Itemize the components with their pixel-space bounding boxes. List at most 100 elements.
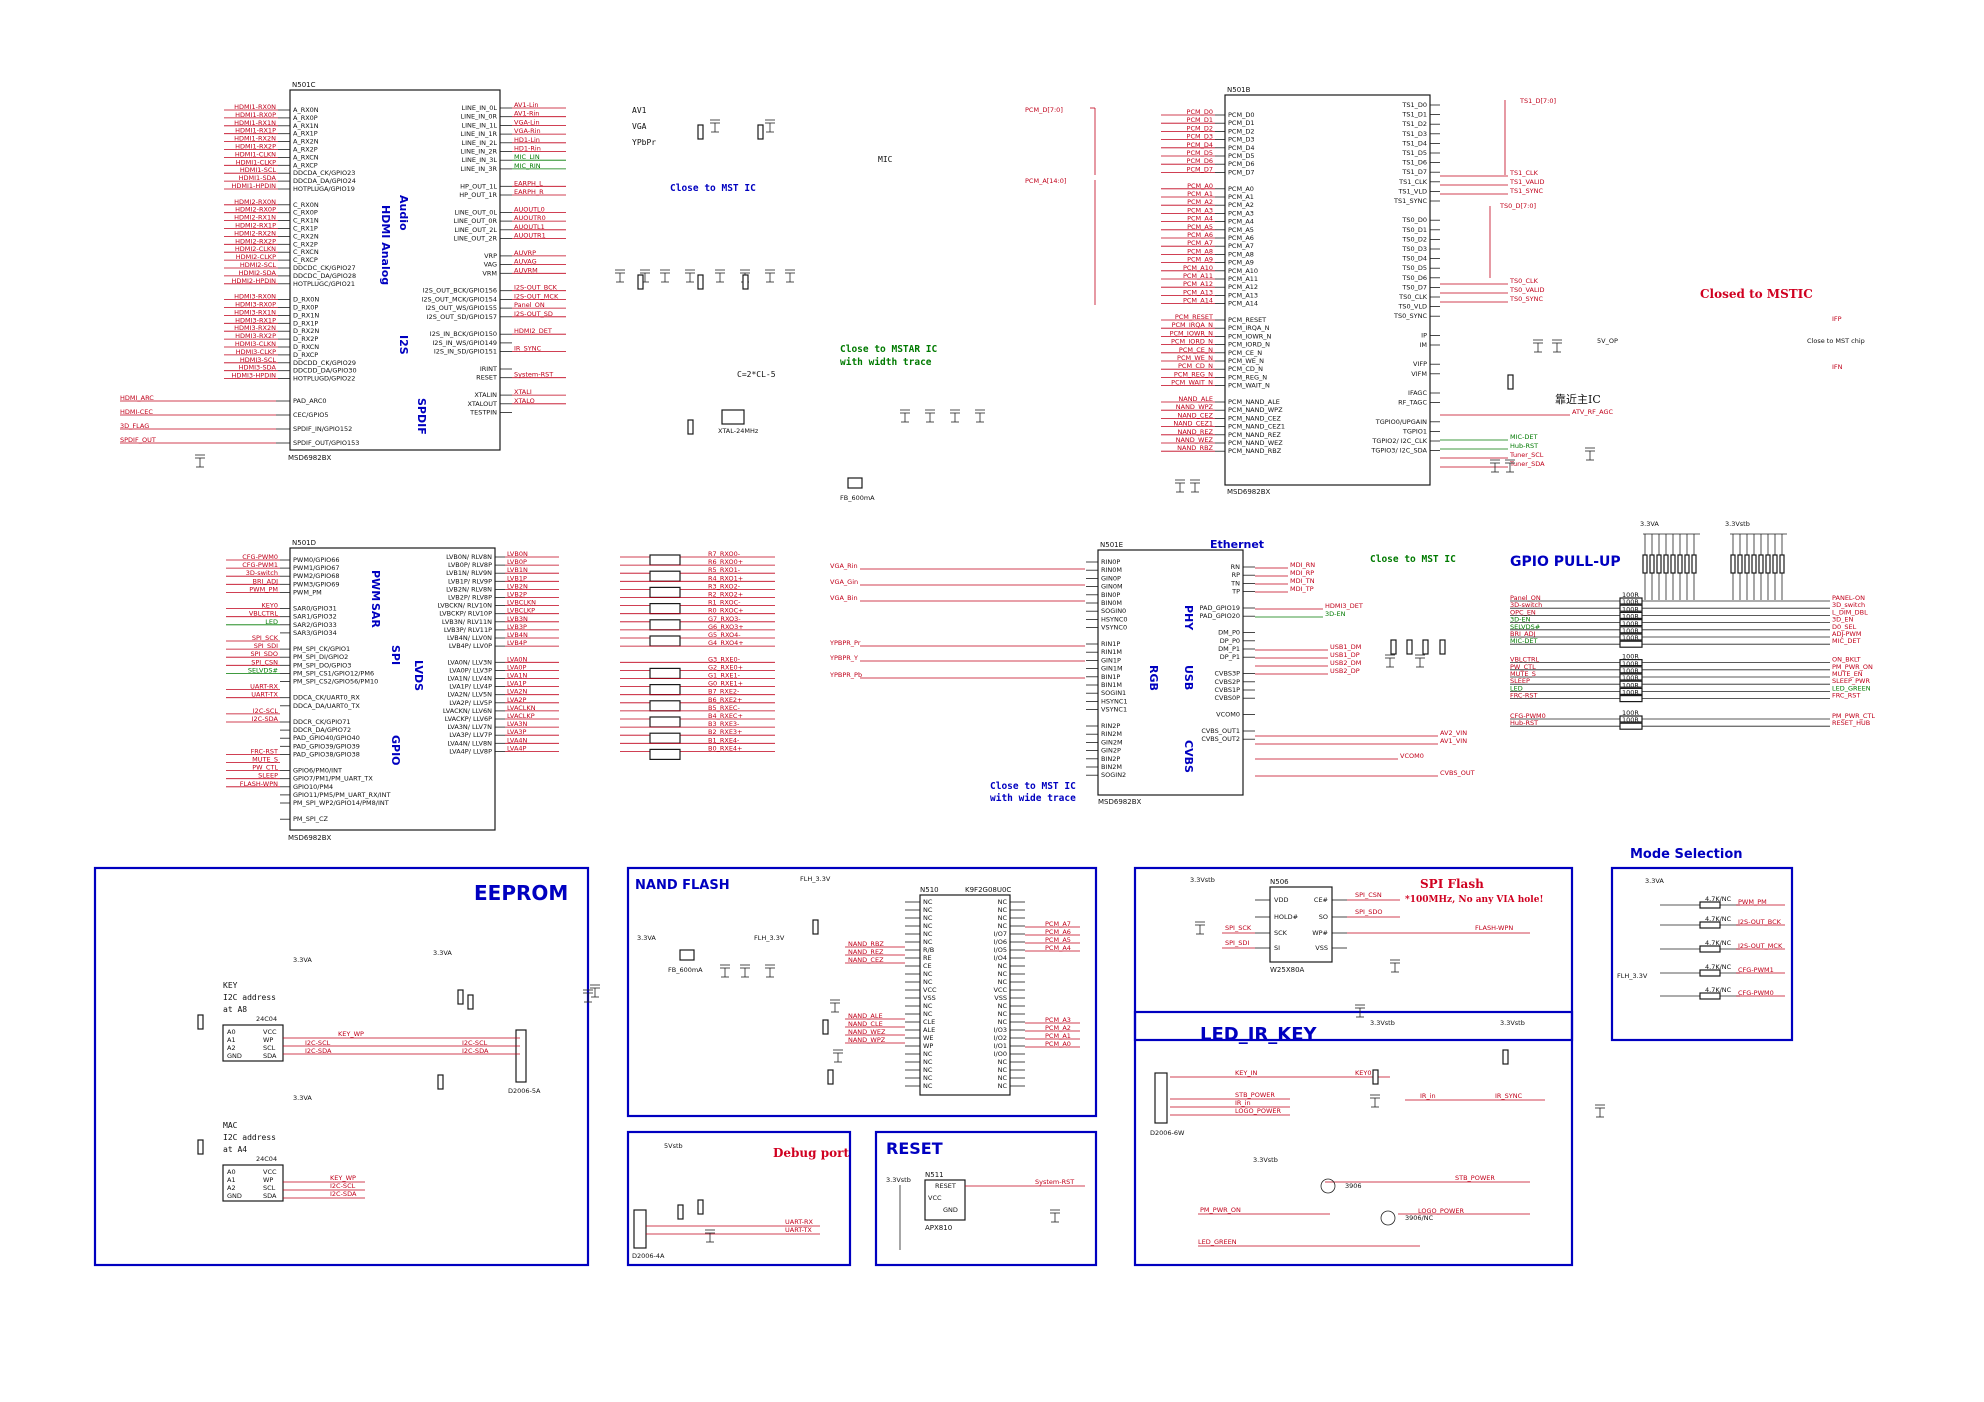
chip-n501c-ref: N501C [292, 81, 316, 89]
nand-net-pcm-a5: PCM_A5 [1045, 936, 1071, 944]
gpio-out-mute-en-10: MUTE_EN [1832, 670, 1863, 678]
n501e-right-pin-15: CVBS1P [1214, 686, 1240, 694]
n501b-left-net-pcm-iord-n-28: PCM_IORD_N [1171, 338, 1213, 346]
n501b-right-pin-17: TS0_D5 [1401, 264, 1427, 272]
n501b-left-net-pcm-a9-18: PCM_A9 [1187, 256, 1213, 264]
gpio-pullup-res-13 [1765, 554, 1771, 574]
n501c-left-pin-32: DDCDD_CK/GPIO29 [293, 359, 356, 367]
mode-vcc-2: FLH_3.3V [1617, 972, 1648, 980]
lvds-rx-net-r6-rxo0: R6_RXO0+ [708, 558, 743, 566]
eeprom1-body [222, 1024, 284, 1062]
n501b-right-pin-0: TS1_D0 [1401, 101, 1427, 109]
n501d-right-pin-13: LVA0N/ LLV3N [447, 658, 492, 666]
res-v-4 [742, 274, 749, 290]
n501c-bottom-pin-2: SPDIF_IN/GPIO152 [293, 425, 352, 433]
n501d-left-pin-13: PM_SPI_DO/GPIO3 [293, 661, 351, 669]
n501e-in-net-ypbpr-y: YPBPR_Y [829, 654, 858, 662]
n501e-in-net-vga-gin: VGA_Gin [830, 578, 858, 586]
n501b-left-net-nand-cez1-38: NAND_CEZ1 [1173, 420, 1213, 428]
n501d-right-pin-5: LVB2P/ RLV8P [448, 594, 492, 602]
res-v-14 [197, 1014, 204, 1030]
lvds-rx-nets: R7_RXO0-R6_RXO0+R5_RXO1-R4_RXO1+R3_RXO2-… [620, 550, 775, 761]
nand-title: NAND FLASH [635, 878, 730, 893]
n501d-right-net-lva3p-22: LVA3P [507, 728, 527, 736]
n501c-right-net-auoutr1-15: AUOUTR1 [514, 232, 546, 240]
n501e-left-pin-22: GIN2M [1101, 738, 1123, 746]
res-v-3 [697, 274, 704, 290]
n501c-left-net-hdmi2-hpdin-22: HDMI2-HPDIN [232, 277, 277, 285]
n501b-left-net-pcm-d0-0: PCM_D0 [1187, 108, 1213, 116]
n501c-left-net-hdmi1-rx0n-0: HDMI1-RX0N [234, 103, 276, 111]
crystal-label: XTAL-24MHz [718, 427, 759, 435]
n501b-left-net-pcm-a2-11: PCM_A2 [1187, 198, 1213, 206]
n501e-out-net-3d-en: 3D-EN [1325, 610, 1346, 618]
frame-debug [626, 1130, 852, 1267]
lvds-rx-net-g4-rxo4: G4_RXO4+ [708, 639, 744, 647]
n501e-out-net-hdmi3-det: HDMI3_DET [1325, 602, 1363, 610]
reset-chip-body [924, 1179, 966, 1221]
n501d-right-pin-7: LVBCKP/ RLV10P [439, 610, 492, 618]
n501b-right-pin-10: TS1_SYNC [1393, 197, 1427, 205]
n501c-right-pin-31: RESET [476, 374, 497, 382]
func-label-spdif: SPDIF [415, 398, 428, 435]
n501d-right-pin-6: LVBCKN/ RLV10N [437, 602, 492, 610]
led-ir-connector-label: D2006-6W [1150, 1129, 1185, 1137]
ledir-net-logo-power-3: LOGO_POWER [1235, 1107, 1281, 1115]
res-v-10 [1439, 639, 1446, 655]
n501b-left-pin-23: PCM_A14 [1228, 300, 1258, 308]
note-close-to-mst-ic-1: Close to MST IC [670, 183, 756, 194]
n501d-right-net-lvb2n-4: LVB2N [507, 582, 528, 590]
nand-rpin-9: NC [998, 970, 1008, 978]
n501b-left-pin-41: PCM_NAND_RBZ [1228, 447, 1282, 455]
nand-rpin-4: I/O7 [994, 930, 1007, 938]
gpio-signal-sleep-11: SLEEP [1510, 677, 1530, 685]
n501b-left-pin-0: PCM_D0 [1228, 111, 1254, 119]
n501c-right-net-av1-rin-1: AV1-Rin [514, 110, 539, 118]
nand-chip-body [919, 894, 1011, 1096]
nand-lpin-18: WP [923, 1042, 933, 1050]
res-v-16 [457, 989, 464, 1005]
gpio-pullup-res-10 [1744, 554, 1750, 574]
n501d-left-net-spi-sdi-11: SPI_SDI [254, 642, 278, 650]
lvds-rx-net-b2-rxe3: B2_RXE3+ [708, 728, 743, 736]
side-note-ypbpr: YPbPr [632, 138, 656, 147]
n501d-left-net-cfg-pwm0-0: CFG-PWM0 [242, 553, 278, 561]
res-v-7 [1390, 639, 1397, 655]
n501d-right-net-lva4n-23: LVA4N [507, 736, 528, 744]
n501d-right-pin-14: LVA0P/ LLV3P [449, 666, 492, 674]
nand-rpin-10: NC [998, 978, 1008, 986]
n501b-left-pin-15: PCM_A6 [1228, 234, 1254, 242]
gpio-signal-panel-on-0: Panel_ON [1510, 594, 1541, 602]
n501d-left-pin-26: GPIO6/PM0/INT [293, 767, 342, 775]
n501c-left-net-hdmi3-rx2p-29: HDMI3-RX2P [235, 332, 276, 340]
led-ir-vcc-1: 3.3Vstb [1370, 1019, 1395, 1027]
lvds-rx-net-g3-rxe0: G3_RXE0- [708, 655, 741, 663]
n501b-left-net-pcm-d6-6: PCM_D6 [1187, 157, 1213, 165]
n501b-out-net-ts1-sync: TS1_SYNC [1509, 187, 1543, 195]
n501e-left-pin-11: RIN1M [1101, 648, 1122, 656]
eeprom2-pin-wp: WP [263, 1176, 273, 1184]
nand-net-nand-wpz: NAND_WPZ [848, 1036, 886, 1044]
net-ifn: IFN [1832, 363, 1843, 371]
nand-lpin-7: RE [923, 954, 932, 962]
n501b-left-pin-10: PCM_A1 [1228, 193, 1254, 201]
res-v-12 [822, 1019, 829, 1035]
n501b-right-pin-6: TS1_D6 [1401, 159, 1427, 167]
n501b-left-pin-29: PCM_CE_N [1228, 349, 1262, 357]
gpio-pullup-res-8 [1730, 554, 1736, 574]
n501c-left-net-hdmi2-rx2n-16: HDMI2-RX2N [234, 229, 276, 237]
n501b-right-pin-3: TS1_D3 [1401, 130, 1427, 138]
led-ir-title: LED_IR_KEY [1200, 1024, 1318, 1045]
nand-net-pcm-a6: PCM_A6 [1045, 928, 1071, 936]
n501e-left-pin-6: SOGIN0 [1101, 607, 1126, 615]
n501c-left-pin-16: C_RX2N [293, 232, 319, 240]
gpio-res-label-9: 100R [1622, 660, 1639, 668]
gpio-out-3d-switch-1: 3D_switch [1832, 601, 1865, 609]
nand-lpin-3: NC [923, 922, 933, 930]
n501d-right-pin-18: LVA2P/ LLV5P [449, 699, 492, 707]
gpio-res-label-0: 100R [1622, 591, 1639, 599]
n501c-right-pin-35: TESTPIN [469, 409, 497, 417]
rarray-14 [649, 667, 681, 680]
n501b-right-pin-22: TS0_SYNC [1393, 312, 1427, 320]
mode-res-label-0: 4.7K/NC [1705, 895, 1732, 903]
